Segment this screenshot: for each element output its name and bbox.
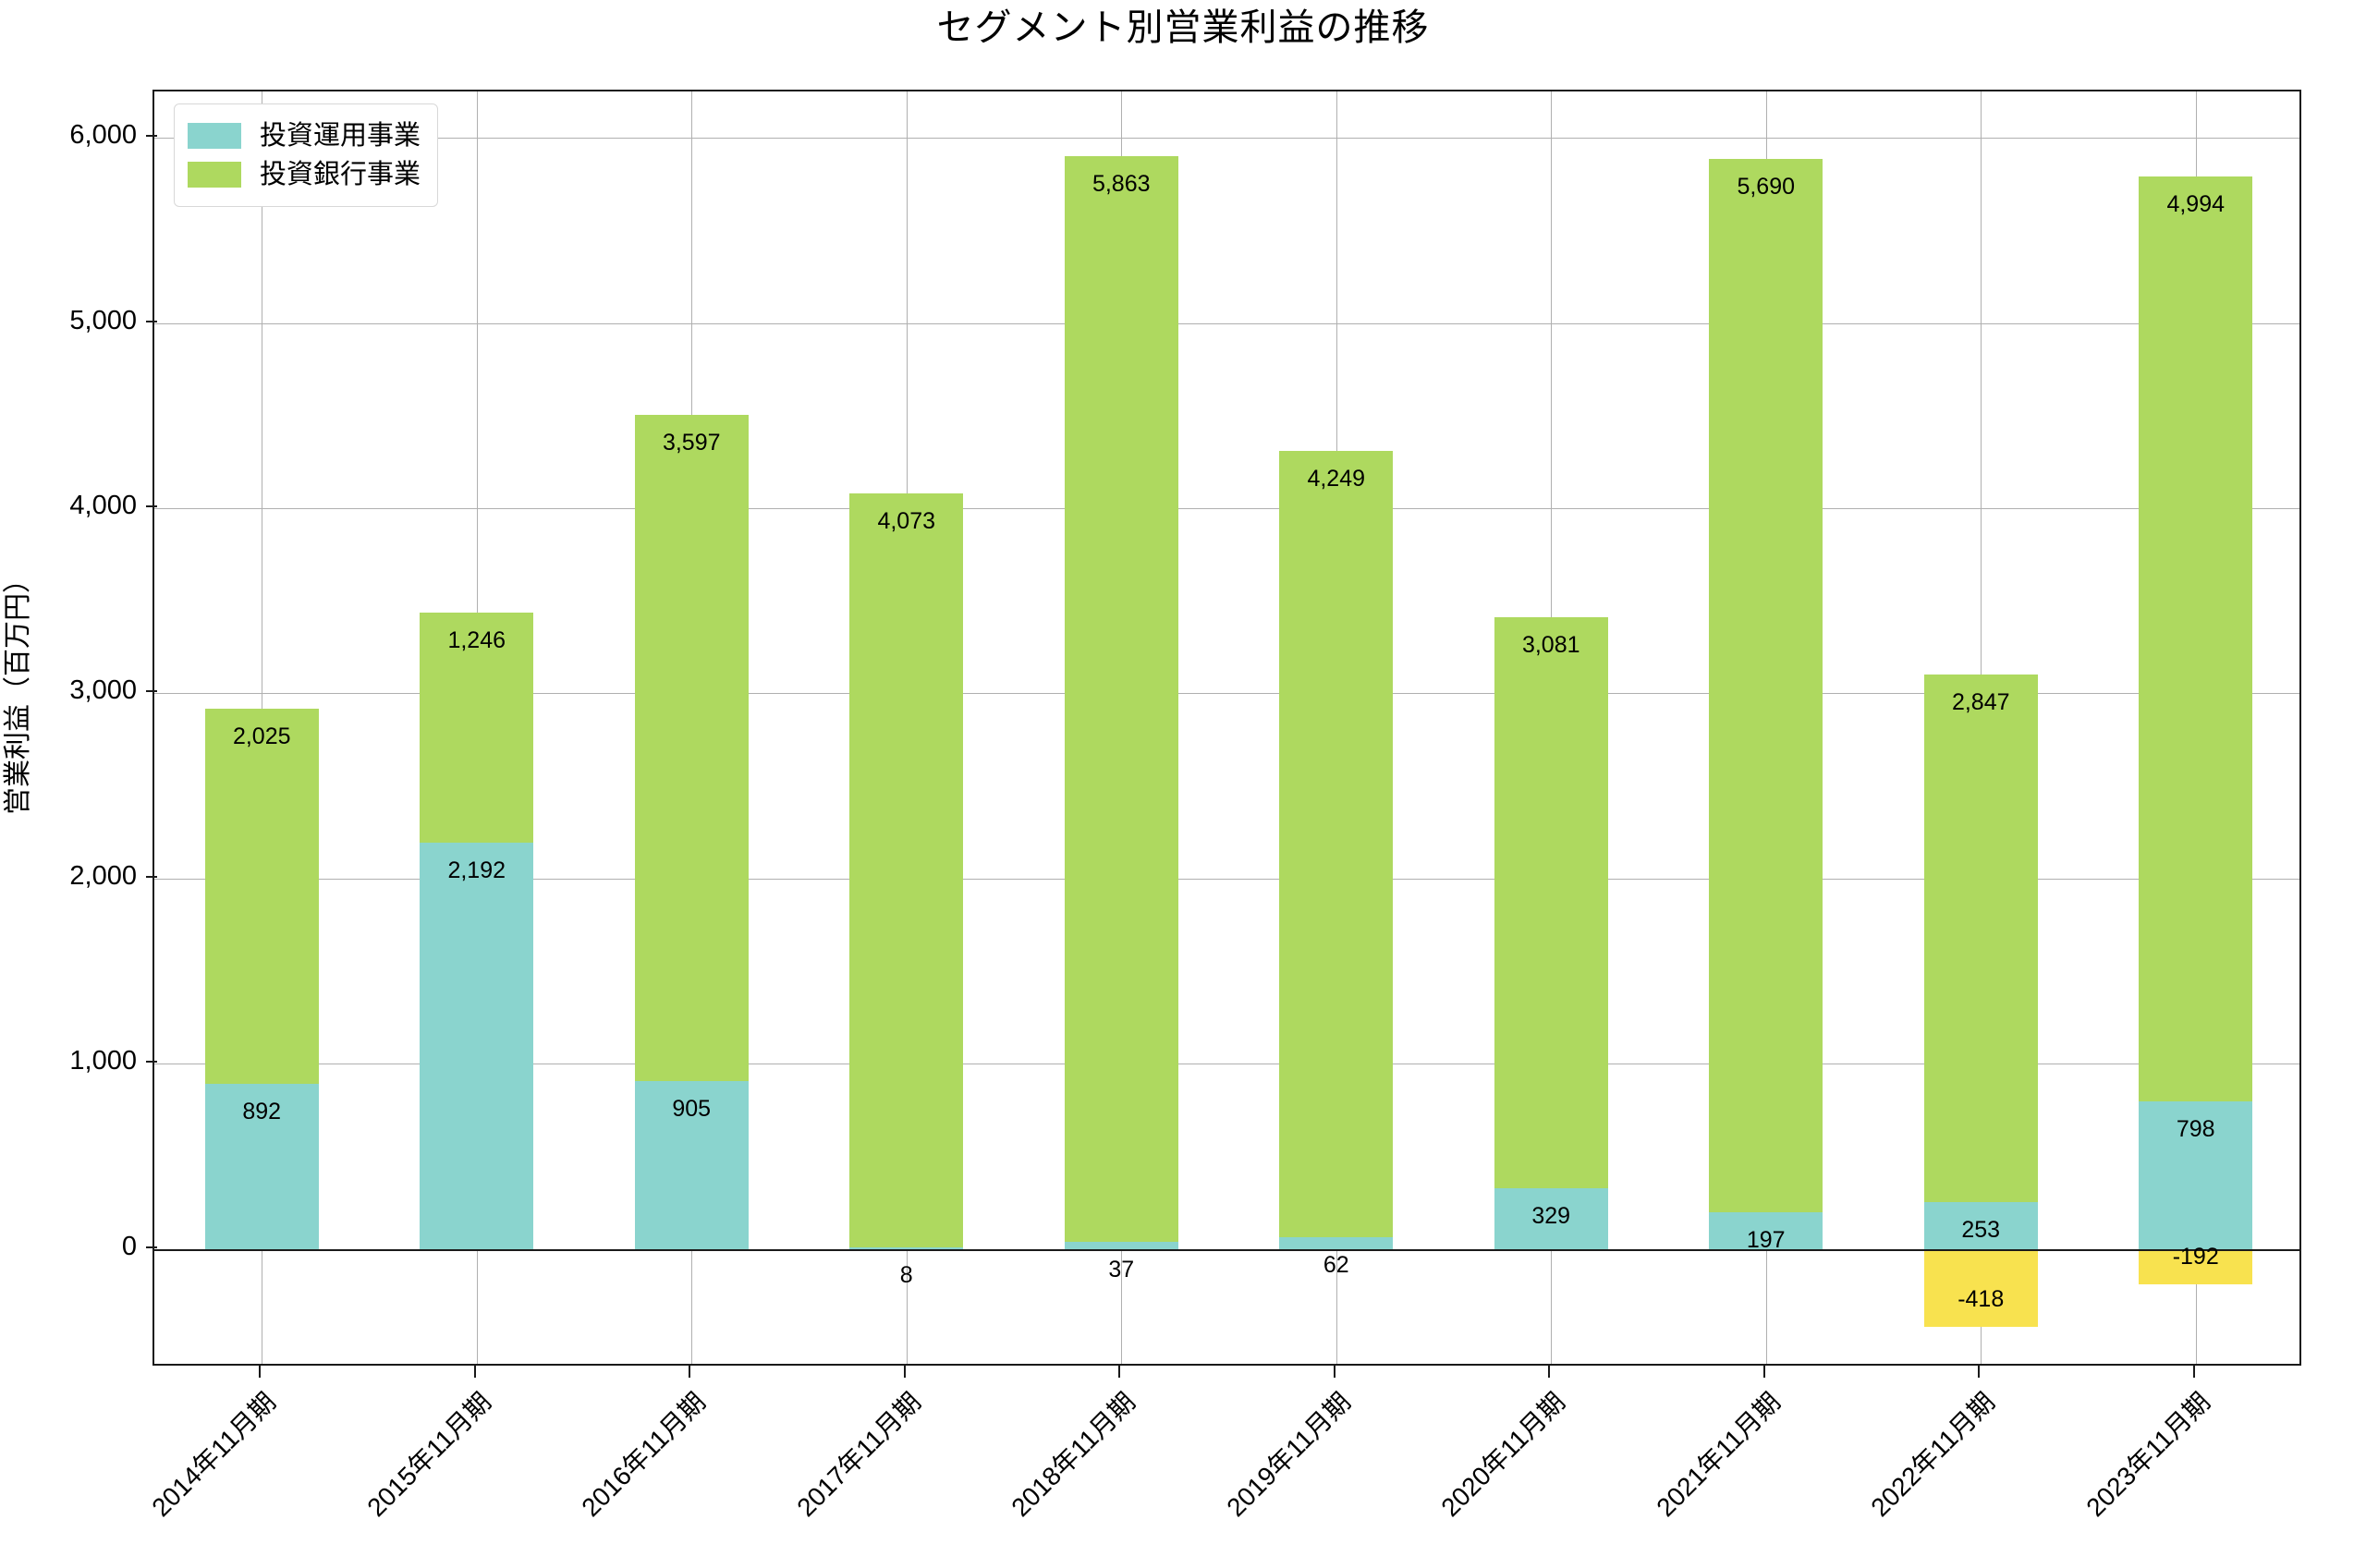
bar-value-label-investment-banking: 4,249 <box>1307 465 1366 492</box>
bar-value-label-investment-banking: 4,073 <box>877 507 936 534</box>
gridline-horizontal <box>154 323 2299 324</box>
bar-segment-adjustment[interactable] <box>2139 1248 2253 1285</box>
x-axis-tick-mark <box>689 1366 691 1378</box>
bar-segment-investment-management[interactable] <box>204 1083 319 1249</box>
bar-segment-investment-management[interactable] <box>634 1081 749 1249</box>
y-axis-tick-label: 4,000 <box>69 490 137 520</box>
bar-segment-investment-management[interactable] <box>2139 1100 2253 1249</box>
bar-value-label-investment-banking: 3,081 <box>1521 632 1580 659</box>
legend-item[interactable]: 投資運用事業 <box>188 116 421 155</box>
y-axis-tick-label: 2,000 <box>69 860 137 891</box>
bar-value-label-investment-banking: 2,847 <box>1951 689 2010 716</box>
bar-value-label-investment-banking: 5,690 <box>1737 173 1796 200</box>
x-axis-tick-label: 2018年11月期 <box>1006 1387 1141 1523</box>
x-axis-tick-label: 2016年11月期 <box>576 1387 712 1523</box>
gridline-horizontal <box>154 693 2299 694</box>
bar-value-label-investment-banking: 2,025 <box>232 723 291 750</box>
x-axis-tick-mark <box>259 1366 262 1378</box>
plot-area: 2,025 892 1,246 2,192 3,597 905 4,073 8 5,863 37 4… <box>152 90 2301 1366</box>
bar-segment-investment-banking[interactable] <box>1923 675 2038 1202</box>
legend-label: 投資運用事業 <box>260 120 421 151</box>
bar-value-label-investment-management: 8 <box>899 1262 913 1289</box>
x-axis-tick-label: 2014年11月期 <box>146 1387 282 1523</box>
bar-segment-investment-banking[interactable] <box>2139 176 2253 1101</box>
y-axis-tick-label: 3,000 <box>69 675 137 706</box>
bar-segment-investment-management[interactable] <box>849 1247 964 1249</box>
x-axis-tick-mark <box>903 1366 906 1378</box>
legend-item[interactable]: 投資銀行事業 <box>188 155 421 194</box>
bar-value-label-investment-management: 798 <box>2176 1115 2215 1142</box>
y-axis-tick-label: 6,000 <box>69 120 137 151</box>
bar-value-label-investment-management: 197 <box>1746 1227 1786 1254</box>
y-axis-tick-mark <box>146 1246 157 1248</box>
bar-segment-investment-management[interactable] <box>1064 1242 1178 1249</box>
bar-segment-investment-banking[interactable] <box>1494 617 1608 1188</box>
zero-baseline <box>154 1249 2299 1251</box>
bar-segment-investment-banking[interactable] <box>1064 156 1178 1243</box>
y-axis-tick-mark <box>146 504 157 507</box>
legend-color-swatch <box>188 123 241 149</box>
bar-value-label-investment-management: 905 <box>672 1096 712 1123</box>
x-axis-tick-mark <box>1333 1366 1335 1378</box>
x-axis-tick-mark <box>1548 1366 1551 1378</box>
bar-value-label-investment-banking: 4,994 <box>2166 190 2226 217</box>
y-axis-label: 営業利益（百万円） <box>3 565 33 815</box>
bar-segment-investment-banking[interactable] <box>1709 158 1823 1213</box>
x-axis-tick-mark <box>1762 1366 1765 1378</box>
bar-segment-investment-management[interactable] <box>420 843 534 1249</box>
bar-segment-investment-banking[interactable] <box>204 709 319 1084</box>
x-axis-tick-label: 2017年11月期 <box>791 1387 926 1523</box>
bar-segment-adjustment[interactable] <box>1923 1248 2038 1327</box>
bar-value-label-investment-banking: 1,246 <box>447 626 506 653</box>
bar-segment-investment-management[interactable] <box>1279 1237 1394 1249</box>
x-axis-tick-mark <box>1978 1366 1981 1378</box>
bar-segment-investment-management[interactable] <box>1709 1212 1823 1249</box>
x-axis-tick-label: 2019年11月期 <box>1221 1387 1356 1523</box>
legend-color-swatch <box>188 162 241 188</box>
bar-value-label-adjustment: -418 <box>1957 1285 2005 1312</box>
y-axis-tick-label: 0 <box>121 1231 137 1261</box>
bar-value-label-investment-management: 329 <box>1531 1202 1571 1229</box>
y-axis-tick-mark <box>146 135 157 138</box>
bar-value-label-investment-banking: 5,863 <box>1092 171 1151 198</box>
bar-value-label-investment-management: 253 <box>1961 1217 2001 1243</box>
bar-segment-investment-banking[interactable] <box>1279 450 1394 1238</box>
bar-value-label-investment-management: 2,192 <box>447 857 506 884</box>
bar-segment-investment-banking[interactable] <box>634 415 749 1082</box>
bar-value-label-investment-management: 892 <box>242 1098 282 1124</box>
bar-segment-investment-banking[interactable] <box>420 612 534 844</box>
gridline-horizontal <box>154 138 2299 139</box>
y-axis-tick-mark <box>146 690 157 693</box>
x-axis-tick-label: 2022年11月期 <box>1865 1387 2001 1523</box>
x-axis-tick-label: 2021年11月期 <box>1651 1387 1786 1523</box>
bar-value-label-investment-management: 62 <box>1323 1252 1349 1279</box>
x-axis-tick-label: 2015年11月期 <box>361 1387 496 1523</box>
x-axis-tick-mark <box>2192 1366 2195 1378</box>
bar-value-label-adjustment: -192 <box>2172 1244 2219 1270</box>
y-axis-tick-mark <box>146 875 157 878</box>
y-axis-tick-mark <box>146 320 157 322</box>
x-axis-tick-label: 2020年11月期 <box>1435 1387 1571 1523</box>
y-axis-tick-label: 1,000 <box>69 1046 137 1076</box>
gridline-horizontal <box>154 879 2299 880</box>
x-axis-tick-mark <box>473 1366 476 1378</box>
bar-segment-investment-banking[interactable] <box>849 492 964 1248</box>
y-axis-tick-labels: 0 1,000 2,000 3,000 4,000 5,000 6,000 <box>0 0 137 1568</box>
x-axis-tick-label: 2023年11月期 <box>2080 1387 2215 1523</box>
bar-segment-investment-management[interactable] <box>1923 1202 2038 1249</box>
y-axis-tick-label: 5,000 <box>69 305 137 335</box>
y-axis-tick-mark <box>146 1061 157 1064</box>
bar-value-label-investment-banking: 3,597 <box>662 430 721 456</box>
bar-value-label-investment-management: 37 <box>1108 1257 1135 1283</box>
bar-segment-investment-management[interactable] <box>1494 1187 1608 1249</box>
legend-label: 投資銀行事業 <box>260 159 421 189</box>
gridline-horizontal <box>154 508 2299 509</box>
chart-title: セグメント別営業利益の推移 <box>936 7 1430 48</box>
chart-legend: 投資運用事業 投資銀行事業 <box>174 103 439 207</box>
x-axis-tick-mark <box>1118 1366 1121 1378</box>
